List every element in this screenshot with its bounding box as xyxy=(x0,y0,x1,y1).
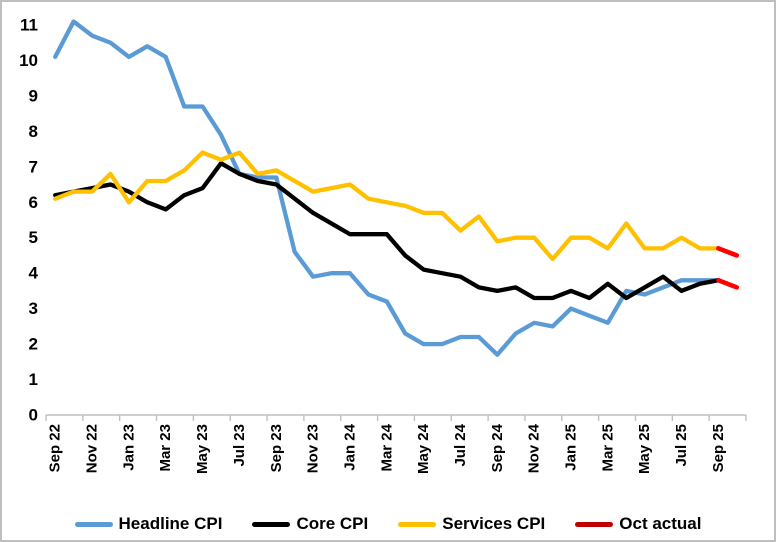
cpi-chart-plot: 0 1 2 3 4 5 6 7 8 9 10 11 Sep 22 Nov 22 Jan 23 Mar 23 Ma… xyxy=(19,16,747,474)
y-axis-label: 5 xyxy=(29,228,38,247)
legend-item-headline-cpi: Headline CPI xyxy=(74,514,223,534)
x-axis-label: May 23 xyxy=(194,424,211,474)
y-axis-label: 7 xyxy=(29,157,38,176)
y-axis-label: 8 xyxy=(29,122,38,141)
y-axis-label: 10 xyxy=(19,51,38,70)
x-axis-label: Jan 23 xyxy=(120,424,137,471)
x-axis-label: Sep 25 xyxy=(710,424,727,472)
y-axis-label: 6 xyxy=(29,193,38,212)
series-line-services-cpi xyxy=(53,150,721,262)
x-axis-label: Jan 24 xyxy=(341,423,358,470)
y-axis-label: 11 xyxy=(20,16,38,35)
x-axis-label: Nov 24 xyxy=(526,423,543,473)
y-axis-label: 3 xyxy=(29,299,38,318)
x-axis-label: Jul 23 xyxy=(231,424,248,467)
x-axis-label: May 24 xyxy=(415,423,432,474)
legend-label-headline-cpi: Headline CPI xyxy=(118,514,223,533)
x-axis-label: Sep 22 xyxy=(47,424,64,472)
y-axis-label: 9 xyxy=(29,86,38,105)
legend-item-oct-actual: Oct actual xyxy=(575,514,701,534)
legend-item-services-cpi: Services CPI xyxy=(398,514,545,534)
x-axis-label: Jul 25 xyxy=(673,424,690,467)
legend-swatch-headline-cpi xyxy=(74,521,113,527)
x-axis-label: Jan 25 xyxy=(563,424,580,471)
x-axis-label: Nov 23 xyxy=(305,424,322,473)
x-axis-label: Mar 23 xyxy=(157,424,174,472)
y-axis-label: 4 xyxy=(29,264,39,283)
x-axis-label: May 25 xyxy=(636,424,653,474)
series-line-headline-cpi xyxy=(53,19,721,357)
y-axis-label: 0 xyxy=(29,406,38,425)
legend-label-core-cpi: Core CPI xyxy=(296,514,369,533)
series-line-oct-actual xyxy=(716,277,740,290)
series-line-core-cpi xyxy=(53,161,721,301)
legend-label-services-cpi: Services CPI xyxy=(442,514,546,533)
x-axis-label: Sep 24 xyxy=(489,423,506,472)
chart-legend: Headline CPI Core CPI Services CPI Oct a… xyxy=(2,514,774,534)
y-axis-label: 1 xyxy=(29,370,38,389)
legend-swatch-core-cpi xyxy=(252,521,291,527)
legend-item-core-cpi: Core CPI xyxy=(252,514,368,534)
x-axis-label: Mar 24 xyxy=(378,423,395,471)
legend-swatch-services-cpi xyxy=(398,521,437,527)
x-axis-label: Nov 22 xyxy=(84,424,101,473)
legend-swatch-oct-actual xyxy=(575,521,614,527)
x-axis-label: Mar 25 xyxy=(599,424,616,472)
x-axis-label: Jul 24 xyxy=(452,423,469,466)
series-line-oct-actual xyxy=(716,246,740,258)
legend-label-oct-actual: Oct actual xyxy=(619,514,702,533)
x-axis-label: Sep 23 xyxy=(268,424,285,472)
y-axis-label: 2 xyxy=(29,335,38,354)
